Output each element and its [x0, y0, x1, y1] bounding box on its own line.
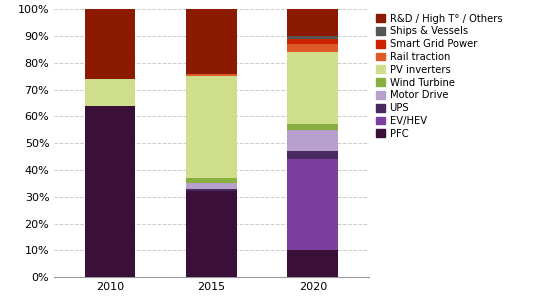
- Bar: [287, 159, 338, 250]
- Bar: [186, 189, 237, 192]
- Bar: [186, 76, 237, 178]
- Bar: [186, 9, 237, 74]
- Bar: [85, 9, 136, 79]
- Bar: [85, 106, 136, 277]
- Bar: [287, 250, 338, 277]
- Bar: [287, 124, 338, 130]
- Bar: [287, 9, 338, 36]
- Bar: [287, 151, 338, 159]
- Legend: R&D / High T° / Others, Ships & Vessels, Smart Grid Power, Rail traction, PV inv: R&D / High T° / Others, Ships & Vessels,…: [373, 12, 504, 141]
- Bar: [186, 192, 237, 277]
- Bar: [186, 74, 237, 76]
- Bar: [287, 44, 338, 52]
- Bar: [287, 36, 338, 39]
- Bar: [287, 39, 338, 44]
- Bar: [287, 130, 338, 151]
- Bar: [186, 184, 237, 189]
- Bar: [287, 52, 338, 124]
- Bar: [85, 79, 136, 106]
- Bar: [186, 178, 237, 184]
